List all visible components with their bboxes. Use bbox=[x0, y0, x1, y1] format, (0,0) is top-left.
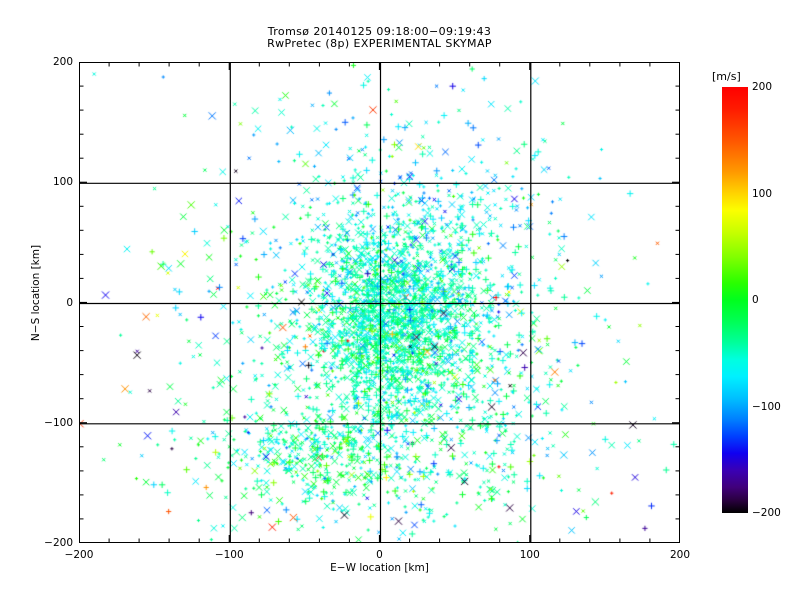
colorbar-tick-label: −100 bbox=[752, 400, 781, 413]
y-tick-label: 200 bbox=[52, 56, 73, 68]
colorbar-tick-label: −200 bbox=[752, 507, 781, 519]
plot-title-line-1: Tromsø 20140125 09:18:00−09:19:43 bbox=[267, 25, 492, 38]
x-tick-label: 0 bbox=[376, 549, 383, 561]
x-tick-label: 100 bbox=[519, 549, 540, 561]
scatter-plot-area bbox=[79, 62, 680, 543]
colorbar-tick-label: 100 bbox=[752, 187, 773, 200]
plot-title: Tromsø 20140125 09:18:00−09:19:43 RwPret… bbox=[79, 26, 680, 50]
y-tick-label: −100 bbox=[44, 416, 73, 429]
plot-title-line-2: RwPretec (8p) EXPERIMENTAL SKYMAP bbox=[267, 37, 492, 50]
x-tick-label: −100 bbox=[214, 549, 244, 561]
colorbar bbox=[722, 87, 748, 513]
colorbar-tick-label: 0 bbox=[752, 294, 759, 306]
colorbar-gradient bbox=[722, 87, 748, 513]
y-tick-label: 100 bbox=[52, 176, 73, 189]
x-tick-label: 200 bbox=[669, 549, 691, 561]
y-tick-label: 0 bbox=[66, 296, 73, 309]
scatter-points-canvas bbox=[80, 63, 679, 542]
x-tick-label: −200 bbox=[64, 549, 94, 561]
x-axis-title: E−W location [km] bbox=[330, 562, 429, 574]
colorbar-unit-label: [m/s] bbox=[712, 70, 741, 83]
y-axis-title: N−S location [km] bbox=[30, 244, 42, 342]
colorbar-tick-label: 200 bbox=[752, 81, 773, 93]
y-tick-label: −200 bbox=[44, 537, 73, 549]
